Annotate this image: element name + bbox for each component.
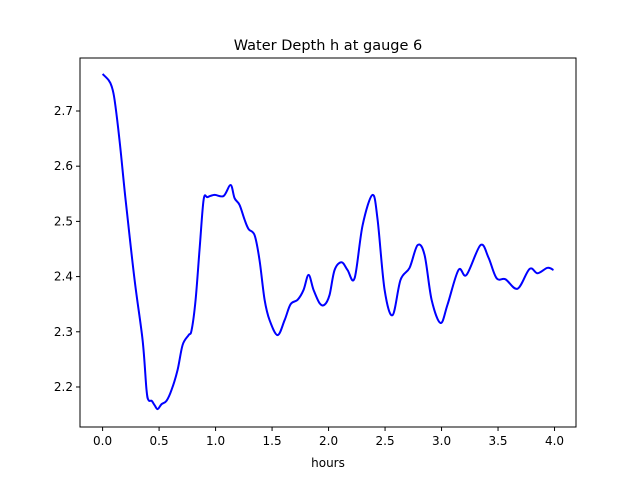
y-tick-label: 2.7 (54, 104, 73, 118)
x-tick-label: 2.0 (319, 434, 338, 448)
x-axis-label: hours (311, 456, 345, 470)
x-tick-label: 0.5 (150, 434, 169, 448)
chart-title: Water Depth h at gauge 6 (234, 38, 422, 54)
y-tick-label: 2.4 (54, 270, 73, 284)
y-tick-label: 2.6 (54, 159, 73, 173)
series-line-h (101, 73, 554, 411)
x-tick-label: 1.5 (263, 434, 282, 448)
x-tick-label: 2.5 (376, 434, 395, 448)
x-axis: 0.0 0.5 1.0 1.5 2.0 2.5 3.0 3.5 4.0 (93, 427, 564, 448)
series-group (101, 73, 554, 411)
plot-frame (79, 57, 577, 428)
x-tick-label: 3.0 (432, 434, 451, 448)
y-tick-label: 2.2 (54, 380, 73, 394)
x-tick-label: 0.0 (93, 434, 112, 448)
x-tick-label: 4.0 (545, 434, 564, 448)
y-tick-label: 2.5 (54, 214, 73, 228)
x-tick-label: 1.0 (206, 434, 225, 448)
y-axis: 2.2 2.3 2.4 2.5 2.6 2.7 (54, 104, 80, 394)
y-tick-label: 2.3 (54, 325, 73, 339)
x-tick-label: 3.5 (488, 434, 507, 448)
